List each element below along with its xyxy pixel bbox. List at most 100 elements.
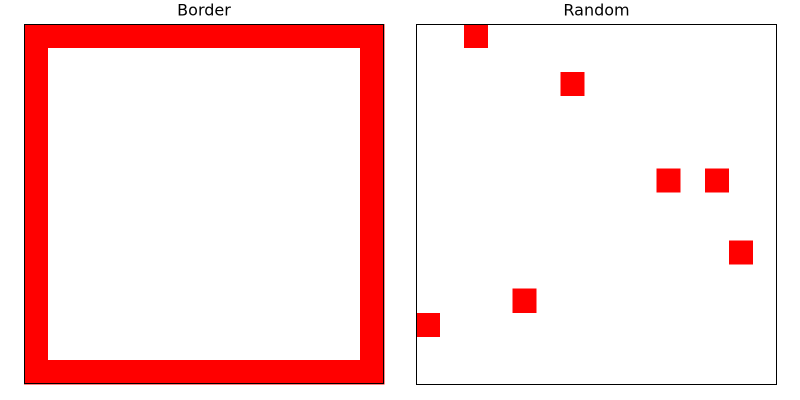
- cell: [168, 240, 193, 265]
- cell: [416, 144, 441, 169]
- cell: [360, 192, 385, 217]
- cell: [72, 312, 97, 337]
- cell: [704, 192, 730, 217]
- cell: [264, 24, 289, 49]
- cell: [24, 216, 49, 241]
- cell: [120, 360, 145, 385]
- cell: [464, 48, 489, 73]
- cell: [312, 168, 337, 193]
- cell: [312, 192, 337, 217]
- cell: [48, 336, 73, 361]
- cell: [728, 336, 754, 362]
- cell: [464, 264, 489, 290]
- axes-frame: [416, 24, 777, 385]
- cell: [632, 288, 657, 314]
- cell: [144, 312, 169, 337]
- cell: [704, 120, 730, 145]
- cell: [336, 336, 361, 361]
- cell: [192, 240, 217, 265]
- cell: [24, 72, 49, 97]
- cell: [240, 120, 265, 145]
- cell: [336, 216, 361, 241]
- cell: [216, 288, 241, 313]
- cell: [656, 336, 682, 362]
- cell: [48, 360, 73, 385]
- cell: [632, 264, 657, 290]
- cell: [488, 72, 513, 97]
- cell: [288, 144, 313, 169]
- cell: [24, 192, 49, 217]
- cell: [488, 216, 513, 241]
- cell: [48, 240, 73, 265]
- cell: [288, 24, 313, 49]
- cell: [216, 168, 241, 193]
- cell: [192, 96, 217, 121]
- cell: [536, 336, 561, 362]
- cell: [120, 120, 145, 145]
- cell: [168, 360, 193, 385]
- cell: [728, 192, 754, 217]
- cell: [536, 360, 561, 386]
- cell: [144, 360, 169, 385]
- cell: [608, 240, 633, 265]
- cell: [440, 168, 465, 193]
- cell: [536, 48, 561, 73]
- cell: [488, 192, 513, 217]
- cell: [656, 288, 682, 314]
- cell: [72, 336, 97, 361]
- cell: [48, 72, 73, 97]
- cell: [584, 120, 609, 145]
- cell: [96, 360, 121, 385]
- cell: [584, 24, 609, 49]
- cell: [120, 240, 145, 265]
- cell: [560, 264, 585, 290]
- cell: [584, 360, 609, 386]
- cell: [360, 120, 385, 145]
- cell: [464, 240, 489, 265]
- cell: [416, 120, 441, 145]
- cell: [656, 96, 682, 121]
- cell: [48, 144, 73, 169]
- cell: [216, 72, 241, 97]
- cell: [536, 192, 561, 217]
- cell: [464, 120, 489, 145]
- cell: [608, 264, 633, 290]
- cell: [288, 168, 313, 193]
- cell: [312, 240, 337, 265]
- cell: [96, 24, 121, 49]
- cell: [656, 240, 682, 265]
- cell: [608, 336, 633, 362]
- cell: [488, 312, 513, 338]
- cell: [216, 240, 241, 265]
- cell: [584, 312, 609, 338]
- cell: [312, 360, 337, 385]
- cell: [488, 96, 513, 121]
- cell: [440, 192, 465, 217]
- cell: [240, 360, 265, 385]
- cell: [632, 144, 657, 169]
- cell: [312, 72, 337, 97]
- cell: [72, 72, 97, 97]
- cell: [120, 264, 145, 289]
- cell: [656, 48, 682, 73]
- cell: [440, 264, 465, 290]
- cell: [264, 312, 289, 337]
- cell: [360, 216, 385, 241]
- cell: [96, 168, 121, 193]
- cell: [560, 360, 585, 386]
- cell: [416, 312, 441, 338]
- cell: [440, 96, 465, 121]
- cell: [704, 264, 730, 290]
- cell: [512, 24, 537, 49]
- cell: [584, 96, 609, 121]
- cell: [144, 72, 169, 97]
- cell: [264, 240, 289, 265]
- cell: [312, 312, 337, 337]
- cell: [416, 96, 441, 121]
- cell: [560, 336, 585, 362]
- cell: [440, 24, 465, 49]
- cell: [632, 48, 657, 73]
- cell: [584, 240, 609, 265]
- cell: [464, 72, 489, 97]
- cell: [264, 48, 289, 73]
